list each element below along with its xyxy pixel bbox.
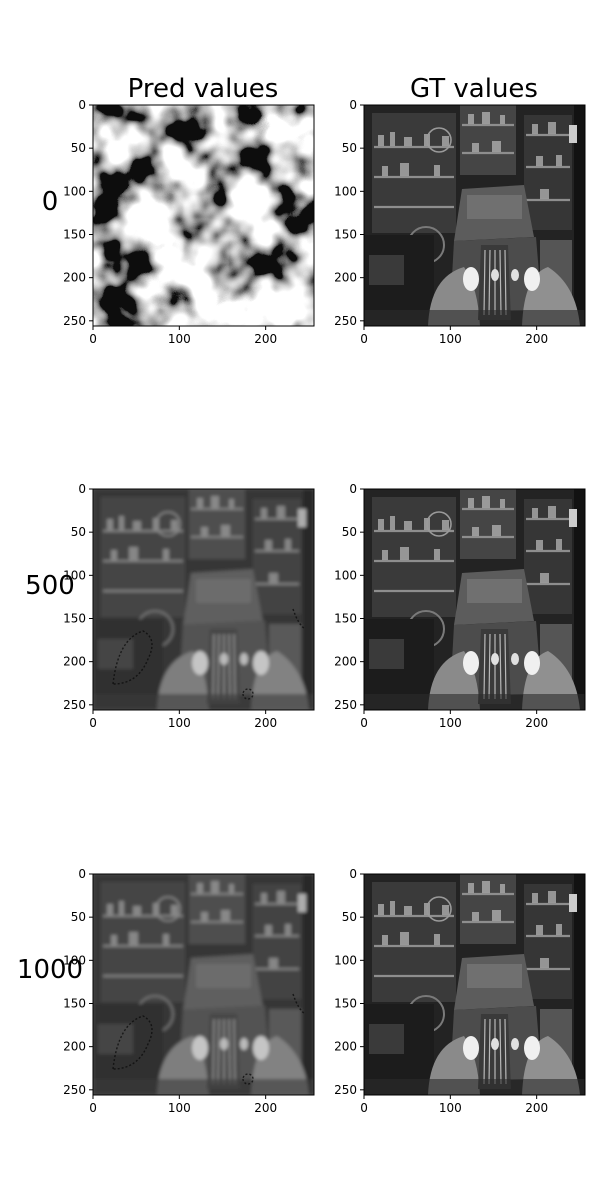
y-tick-label: 250 xyxy=(63,698,86,712)
x-tick-label: 200 xyxy=(254,332,277,346)
y-tick-label: 150 xyxy=(334,227,357,241)
y-tick-label: 50 xyxy=(342,525,357,539)
x-tick-label: 100 xyxy=(168,1101,191,1115)
y-tick-label: 200 xyxy=(63,271,86,285)
x-tick-label: 200 xyxy=(254,716,277,730)
y-tick-label: 150 xyxy=(63,227,86,241)
x-tick-label: 100 xyxy=(439,1101,462,1115)
row-label-1000: 1000 xyxy=(17,955,83,985)
y-tick-label: 50 xyxy=(71,141,86,155)
y-tick-label: 50 xyxy=(71,525,86,539)
y-tick-label: 0 xyxy=(349,482,357,496)
y-tick-label: 150 xyxy=(63,611,86,625)
panel-pred-0: 0 100 200 0 50 100 150 200 250 xyxy=(63,98,315,346)
y-tick-label: 100 xyxy=(334,184,357,198)
y-tick-label: 250 xyxy=(63,1083,86,1097)
x-tick-label: 0 xyxy=(360,716,368,730)
y-tick-label: 0 xyxy=(78,482,86,496)
y-tick-label: 50 xyxy=(71,910,86,924)
y-tick-label: 200 xyxy=(63,655,86,669)
x-tick-label: 100 xyxy=(168,332,191,346)
x-tick-label: 0 xyxy=(89,332,97,346)
y-tick-label: 0 xyxy=(349,98,357,112)
y-tick-label: 150 xyxy=(334,611,357,625)
y-tick-label: 200 xyxy=(334,271,357,285)
x-tick-label: 100 xyxy=(168,716,191,730)
panel-frame xyxy=(92,488,315,711)
y-tick-label: 50 xyxy=(342,910,357,924)
y-tick-label: 200 xyxy=(63,1040,86,1054)
y-tick-label: 200 xyxy=(334,1040,357,1054)
x-tick-label: 200 xyxy=(525,332,548,346)
panel-pred-1000: 0 100 200 0 50 100 150 200 250 xyxy=(63,867,315,1115)
y-tick-label: 200 xyxy=(334,655,357,669)
column-title-pred: Pred values xyxy=(128,74,279,104)
x-tick-label: 0 xyxy=(89,716,97,730)
x-tick-label: 0 xyxy=(89,1101,97,1115)
y-tick-label: 250 xyxy=(334,698,357,712)
y-tick-label: 150 xyxy=(63,996,86,1010)
y-tick-label: 100 xyxy=(63,184,86,198)
y-tick-label: 0 xyxy=(78,867,86,881)
y-tick-label: 100 xyxy=(63,568,86,582)
x-tick-label: 200 xyxy=(525,716,548,730)
panel-gt-1000: 0 100 200 0 50 100 150 200 250 xyxy=(334,867,586,1115)
row-label-0: 0 xyxy=(42,187,59,217)
y-tick-label: 250 xyxy=(63,314,86,328)
y-tick-label: 150 xyxy=(334,996,357,1010)
panel-pred-500: 0 100 200 0 50 100 150 200 250 xyxy=(63,482,315,730)
x-tick-label: 0 xyxy=(360,332,368,346)
y-tick-label: 100 xyxy=(63,953,86,967)
panel-frame xyxy=(92,873,315,1096)
y-tick-label: 100 xyxy=(334,568,357,582)
panel-frame xyxy=(363,104,586,327)
y-tick-label: 0 xyxy=(349,867,357,881)
row-label-500: 500 xyxy=(25,571,75,601)
y-tick-label: 250 xyxy=(334,1083,357,1097)
x-tick-label: 200 xyxy=(254,1101,277,1115)
panel-frame xyxy=(92,104,315,327)
x-tick-label: 0 xyxy=(360,1101,368,1115)
x-tick-label: 100 xyxy=(439,332,462,346)
x-tick-label: 200 xyxy=(525,1101,548,1115)
column-title-gt: GT values xyxy=(410,74,538,104)
y-tick-label: 250 xyxy=(334,314,357,328)
panel-gt-0: 0 100 200 0 50 100 150 200 250 xyxy=(334,98,586,346)
panel-frame xyxy=(363,488,586,711)
x-tick-label: 100 xyxy=(439,716,462,730)
y-tick-label: 0 xyxy=(78,98,86,112)
panel-gt-500: 0 100 200 0 50 100 150 200 250 xyxy=(334,482,586,730)
panel-frame xyxy=(363,873,586,1096)
y-tick-label: 50 xyxy=(342,141,357,155)
y-tick-label: 100 xyxy=(334,953,357,967)
